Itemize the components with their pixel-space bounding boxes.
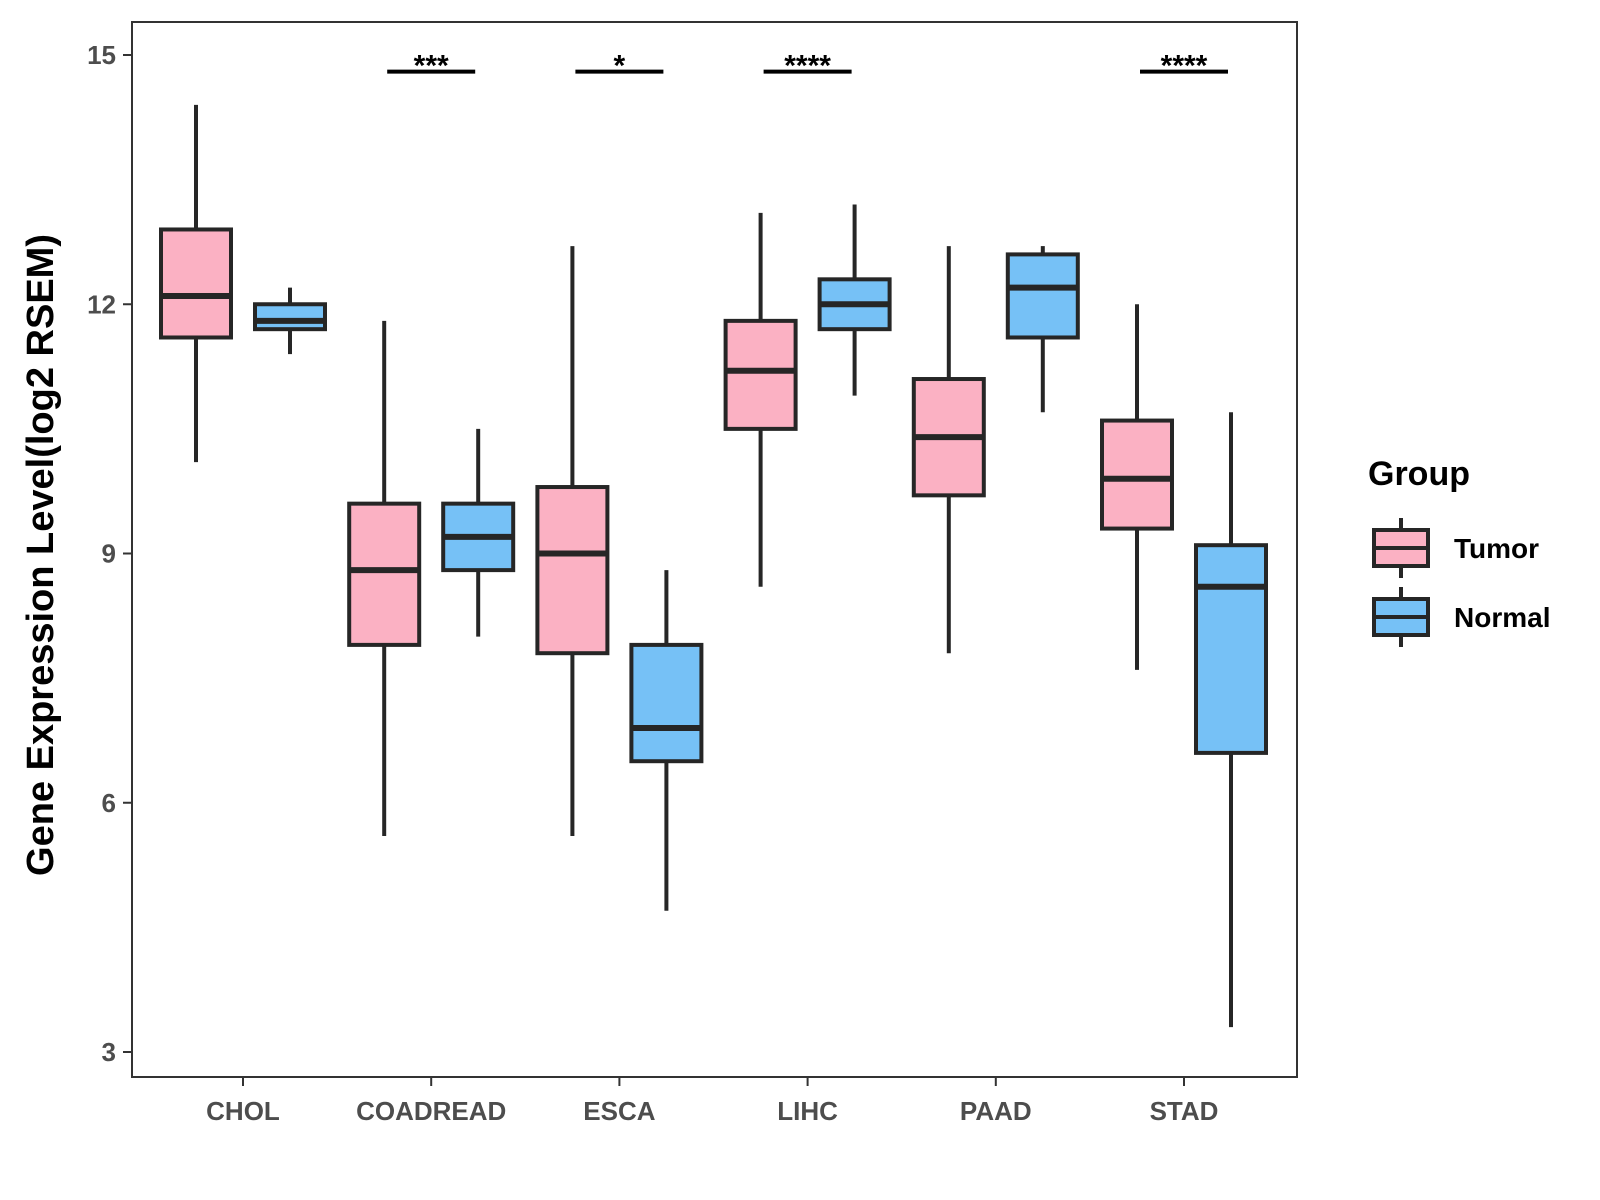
y-axis-title: Gene Expression Level(log2 RSEM) bbox=[20, 234, 62, 876]
x-tick-label-stad: STAD bbox=[1150, 1096, 1219, 1126]
x-axis: CHOL COADREAD ESCA LIHC PAAD STAD bbox=[206, 1077, 1218, 1126]
normal-box-paad bbox=[1005, 246, 1080, 413]
y-tick-label-3: 3 bbox=[102, 1037, 116, 1067]
y-tick-label-15: 15 bbox=[87, 40, 116, 70]
tumor-box-esca-iqr bbox=[535, 485, 610, 656]
legend: Group Tumor Normal bbox=[1368, 455, 1550, 647]
tumor-box-coadread bbox=[347, 320, 422, 836]
y-axis: 3 6 9 12 15 bbox=[87, 40, 132, 1067]
x-tick-label-paad: PAAD bbox=[960, 1096, 1032, 1126]
significance-coadread-label: *** bbox=[414, 50, 449, 83]
significance-stad-label: **** bbox=[1161, 50, 1208, 83]
significance-esca-label: * bbox=[614, 50, 626, 83]
x-tick-label-coadread: COADREAD bbox=[356, 1096, 506, 1126]
normal-box-paad-iqr bbox=[1005, 252, 1080, 340]
normal-box-stad-iqr bbox=[1194, 543, 1268, 755]
tumor-box-chol-iqr bbox=[159, 227, 233, 340]
tumor-box-lihc bbox=[723, 212, 798, 587]
normal-box-lihc bbox=[817, 204, 892, 396]
x-tick-label-chol: CHOL bbox=[206, 1096, 280, 1126]
tumor-box-coadread-iqr bbox=[347, 501, 422, 647]
normal-box-chol-iqr bbox=[253, 302, 327, 332]
x-tick-label-lihc: LIHC bbox=[777, 1096, 838, 1126]
normal-box-esca bbox=[629, 570, 704, 911]
y-tick-label-9: 9 bbox=[102, 539, 116, 569]
legend-key-normal bbox=[1372, 587, 1430, 647]
legend-title: Group bbox=[1368, 455, 1470, 493]
y-tick-label-12: 12 bbox=[87, 289, 116, 319]
y-tick-label-6: 6 bbox=[102, 788, 116, 818]
tumor-box-chol bbox=[159, 104, 233, 463]
legend-label-normal: Normal bbox=[1454, 602, 1550, 633]
tumor-box-stad-iqr bbox=[1100, 418, 1174, 531]
normal-box-stad bbox=[1194, 412, 1268, 1028]
normal-box-chol bbox=[253, 287, 327, 355]
tumor-box-stad bbox=[1100, 304, 1174, 670]
significance-annotations: *** * **** **** bbox=[387, 50, 1228, 83]
legend-key-tumor bbox=[1372, 518, 1430, 578]
normal-box-coadread bbox=[441, 428, 516, 637]
x-tick-label-esca: ESCA bbox=[583, 1096, 655, 1126]
legend-label-tumor: Tumor bbox=[1454, 533, 1539, 564]
normal-box-esca-iqr bbox=[629, 642, 704, 764]
significance-lihc-label: **** bbox=[784, 50, 831, 83]
plot-panel-border bbox=[131, 21, 1298, 1078]
boxes bbox=[159, 104, 1268, 1028]
tumor-box-lihc-iqr bbox=[723, 318, 798, 431]
tumor-box-paad bbox=[911, 246, 986, 654]
tumor-box-esca bbox=[535, 246, 610, 836]
